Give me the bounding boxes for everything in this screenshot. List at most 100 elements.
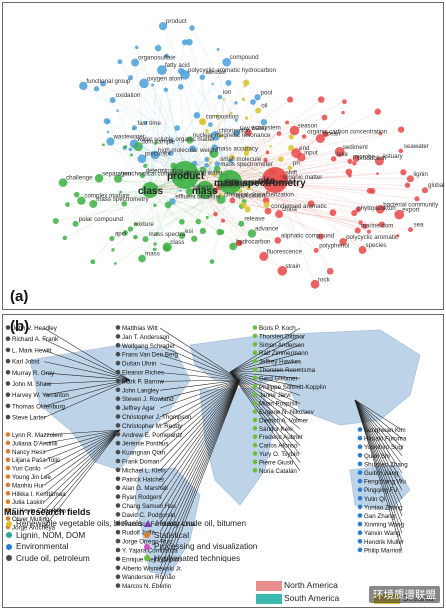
network-link — [149, 189, 239, 244]
researcher-marker — [252, 350, 258, 356]
connector-line — [354, 399, 403, 534]
keyword-label: release — [244, 216, 265, 223]
network-link — [191, 27, 276, 181]
researcher-name: Rudolf Jaffé — [122, 530, 155, 537]
connector-line — [229, 327, 301, 373]
network-node — [122, 230, 128, 236]
keyword-label: raw water — [240, 125, 267, 132]
researcher-marker — [252, 451, 258, 456]
network-node — [374, 108, 381, 115]
network-node — [330, 156, 337, 162]
network-node — [225, 79, 232, 86]
network-node — [189, 25, 195, 31]
connector-line — [159, 379, 241, 516]
network-node — [240, 201, 247, 208]
keyword-label: dbp — [236, 180, 247, 187]
network-link — [149, 133, 280, 191]
connector-line — [354, 399, 403, 491]
network-link — [149, 171, 271, 191]
network-node — [205, 215, 209, 219]
researcher-name: Yoshihiro Sugi — [364, 444, 403, 451]
researcher-marker — [252, 400, 258, 406]
connector-line — [159, 379, 241, 498]
researcher-marker — [115, 485, 121, 491]
network-node — [109, 97, 116, 104]
researcher-name: Sándor Kéki — [259, 426, 293, 433]
network-node — [153, 141, 158, 145]
researcher-marker — [115, 538, 121, 544]
network-node — [211, 82, 214, 86]
network-node — [288, 144, 295, 151]
keyword-label: apci — [115, 230, 126, 237]
keyword-label: polycyclic aromatic — [346, 234, 398, 241]
connector-line — [159, 379, 241, 560]
network-node — [127, 226, 134, 232]
researcher-name: Hendrik Muller — [364, 539, 404, 546]
connector-line — [229, 361, 301, 373]
network-link — [229, 181, 408, 186]
network-node — [193, 111, 201, 119]
region-label: North America — [284, 580, 338, 590]
hub-label: class — [138, 186, 163, 197]
network-node — [243, 145, 251, 153]
researcher-marker — [115, 458, 121, 464]
network-link — [229, 181, 317, 251]
network-node — [186, 136, 194, 144]
network-node — [231, 161, 234, 165]
legend-label: Crude oil, petroleum — [16, 553, 90, 563]
researcher-marker — [115, 467, 121, 473]
hub-node — [196, 181, 214, 199]
keyword-label: polycyclic aromatic hydrocarbon — [188, 67, 277, 74]
network-node — [158, 22, 168, 31]
connector-line — [43, 429, 121, 528]
watermark: 环境质谱联盟 — [369, 586, 440, 603]
network-node — [222, 57, 231, 67]
researcher-marker — [5, 392, 11, 398]
researcher-marker — [252, 367, 258, 372]
network-node — [414, 196, 420, 202]
researcher-name: David C. Podgorski — [122, 512, 175, 519]
legend-swatch — [144, 555, 150, 562]
network-node — [260, 118, 268, 126]
network-link — [184, 82, 247, 176]
network-link — [110, 141, 151, 191]
network-link — [204, 189, 283, 272]
connector-line — [159, 345, 241, 381]
network-node — [218, 192, 223, 198]
researcher-name: Y. Yajara Combariza — [122, 548, 178, 555]
network-node — [216, 47, 220, 51]
network-node — [189, 145, 196, 152]
keyword-label: ion — [223, 89, 232, 96]
connector-line — [159, 327, 241, 381]
network-node — [90, 259, 96, 265]
researcher-name: Milan Pospíšil — [259, 401, 297, 408]
connector-line — [354, 399, 403, 517]
network-link — [111, 189, 206, 239]
researcher-marker — [357, 427, 363, 432]
keyword-label: seawater — [404, 143, 429, 150]
hub-label: mass — [192, 186, 218, 197]
network-node — [52, 218, 59, 225]
network-link — [165, 89, 186, 176]
researcher-marker — [5, 347, 11, 353]
researcher-marker — [252, 442, 258, 448]
researcher-name: Wanderson Romão — [122, 574, 176, 581]
network-node — [229, 154, 235, 160]
researcher-name: Guibin Jiang — [364, 470, 399, 477]
network-link — [134, 62, 151, 191]
connector-line — [229, 336, 301, 373]
keyword-label: species — [366, 242, 387, 249]
hub-node — [262, 167, 288, 193]
keyword-label: precursor — [145, 151, 171, 158]
researcher-name: Simon Andersen — [259, 342, 305, 349]
network-node — [408, 227, 413, 233]
connector-line — [229, 371, 301, 388]
researcher-name: Young Jin Lee — [12, 474, 52, 481]
network-node — [121, 200, 128, 207]
legend-item: Hyphenated techniques — [144, 554, 240, 563]
network-node — [163, 244, 170, 252]
network-node — [185, 38, 193, 46]
network-node — [210, 130, 221, 141]
network-link — [93, 174, 186, 205]
network-node — [238, 189, 243, 193]
